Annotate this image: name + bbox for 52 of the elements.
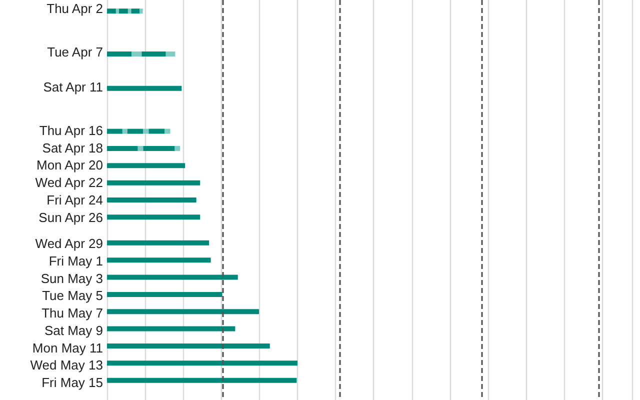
bar	[107, 86, 182, 91]
y-tick-label: Fri May 1	[48, 253, 103, 268]
y-tick-label: Tue Apr 7	[47, 44, 103, 60]
y-tick-label: Fri May 15	[42, 375, 103, 390]
bar	[119, 8, 128, 14]
bar	[107, 146, 138, 151]
y-tick-label: Mon May 11	[32, 340, 103, 356]
y-tick-label: Sun Apr 26	[38, 210, 103, 225]
y-tick-label: Sat May 9	[44, 322, 103, 338]
bar	[164, 128, 170, 134]
y-tick-label: Tue May 5	[42, 288, 103, 304]
y-tick-label: Sat Apr 18	[42, 140, 103, 156]
bar	[107, 360, 298, 366]
y-tick-label: Thu Apr 16	[39, 122, 103, 138]
bar	[174, 146, 180, 151]
bar	[142, 52, 166, 57]
y-tick-label: Thu Apr 2	[46, 1, 103, 16]
bar	[128, 8, 132, 14]
bar	[107, 343, 270, 348]
bar	[143, 128, 149, 134]
bar	[107, 309, 259, 314]
bar	[138, 146, 144, 151]
bar	[107, 163, 186, 168]
bar	[132, 52, 142, 57]
y-tick-label: Fri Apr 24	[46, 192, 103, 208]
y-tick-label: Thu May 7	[42, 306, 103, 321]
y-tick-label: Wed Apr 29	[35, 236, 103, 251]
bar	[107, 214, 200, 220]
bar	[131, 8, 140, 14]
bar	[107, 8, 116, 14]
bar	[166, 52, 176, 57]
bar	[107, 292, 222, 297]
y-tick-label: Wed May 13	[30, 358, 103, 373]
bar	[107, 128, 122, 134]
bar	[107, 198, 196, 202]
bar	[140, 8, 143, 14]
y-tick-label: Sat Apr 11	[43, 79, 103, 94]
bar	[143, 146, 175, 151]
bar	[107, 52, 132, 57]
y-tick-label: Mon Apr 20	[36, 158, 103, 173]
bar	[107, 326, 236, 332]
bar	[107, 258, 211, 263]
bar	[122, 128, 128, 134]
y-tick-label: Sun May 3	[40, 270, 103, 286]
y-tick-label: Wed Apr 22	[35, 175, 103, 190]
bar	[107, 240, 210, 246]
bar	[148, 128, 165, 134]
bar	[107, 274, 238, 280]
bar	[107, 180, 200, 186]
bar	[127, 128, 143, 134]
bar	[107, 378, 297, 383]
bar	[116, 8, 119, 14]
